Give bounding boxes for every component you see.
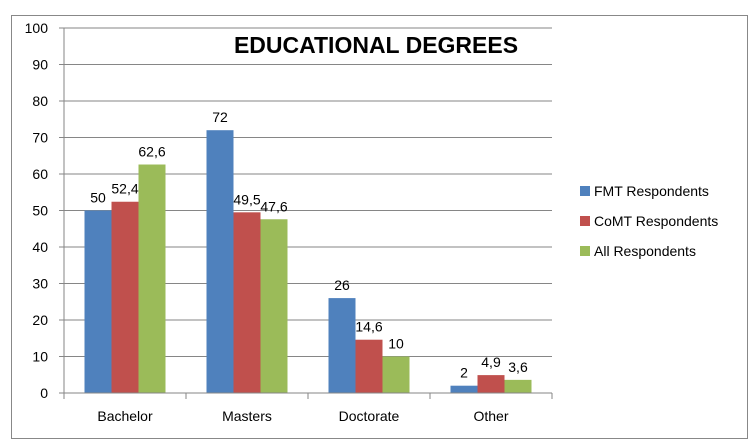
legend-swatch — [580, 186, 590, 196]
bar-0-0 — [84, 210, 112, 393]
legend-swatch — [580, 246, 590, 256]
bar-0-1 — [206, 130, 234, 393]
bar-0-3 — [450, 385, 478, 393]
legend-label: FMT Respondents — [594, 183, 709, 199]
y-tick-label: 60 — [32, 166, 48, 182]
data-label: 50 — [90, 190, 106, 206]
bar-2-3 — [504, 379, 532, 393]
data-label: 10 — [388, 336, 404, 352]
x-tick-label: Bachelor — [97, 408, 153, 424]
y-tick-label: 70 — [32, 130, 48, 146]
data-label: 72 — [212, 109, 228, 125]
data-label: 26 — [334, 277, 350, 293]
data-label: 3,6 — [508, 359, 528, 375]
x-tick-label: Other — [473, 408, 508, 424]
x-tick-label: Doctorate — [339, 408, 400, 424]
data-label: 47,6 — [260, 198, 287, 214]
y-tick-label: 90 — [32, 57, 48, 73]
x-tick-label: Masters — [222, 408, 272, 424]
bar-1-3 — [477, 375, 505, 393]
bar-2-0 — [138, 164, 166, 393]
bar-2-2 — [382, 356, 410, 393]
y-tick-label: 20 — [32, 312, 48, 328]
data-label: 49,5 — [233, 191, 260, 207]
bar-1-0 — [111, 201, 139, 393]
y-tick-label: 10 — [32, 349, 48, 365]
y-tick-label: 100 — [25, 20, 49, 36]
data-label: 62,6 — [138, 144, 165, 160]
bar-2-1 — [260, 219, 288, 393]
bar-0-2 — [328, 298, 356, 393]
y-tick-label: 50 — [32, 203, 48, 219]
bar-1-2 — [355, 339, 383, 393]
data-label: 52,4 — [111, 181, 138, 197]
y-tick-label: 30 — [32, 276, 48, 292]
legend-swatch — [580, 216, 590, 226]
data-label: 14,6 — [355, 319, 382, 335]
y-tick-label: 40 — [32, 239, 48, 255]
y-tick-label: 0 — [40, 385, 48, 401]
legend-label: CoMT Respondents — [594, 213, 718, 229]
data-label: 2 — [460, 365, 468, 381]
y-tick-label: 80 — [32, 93, 48, 109]
chart-title: EDUCATIONAL DEGREES — [234, 32, 518, 58]
legend-label: All Respondents — [594, 243, 696, 259]
bar-1-1 — [233, 212, 261, 393]
data-label: 4,9 — [481, 354, 501, 370]
